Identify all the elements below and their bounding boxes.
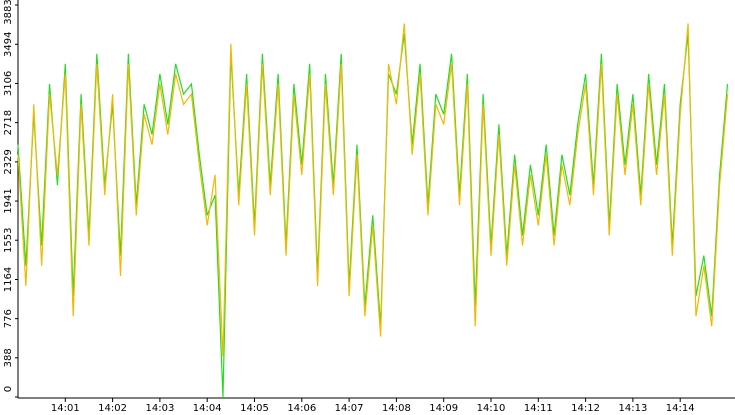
- x-tick-label: 14:06: [287, 403, 316, 414]
- x-tick-label: 14:14: [666, 403, 695, 414]
- x-tick-label: 14:12: [571, 403, 600, 414]
- y-tick-label: 1941: [3, 188, 14, 213]
- y-tick-label: 2329: [3, 149, 14, 174]
- x-tick-label: 14:05: [240, 403, 269, 414]
- y-tick-label: 1164: [3, 267, 14, 292]
- x-tick-label: 14:10: [477, 403, 506, 414]
- x-tick-label: 14:13: [618, 403, 647, 414]
- y-tick-label: 2718: [3, 110, 14, 135]
- x-tick-label: 14:07: [335, 403, 364, 414]
- x-tick-label: 14:02: [98, 403, 127, 414]
- x-tick-label: 14:04: [193, 403, 222, 414]
- x-tick-label: 14:08: [382, 403, 411, 414]
- x-tick-label: 14:03: [145, 403, 174, 414]
- y-tick-label: 0: [3, 386, 14, 392]
- series-line: [17, 23, 729, 357]
- y-tick-label: 1553: [3, 227, 14, 252]
- y-tick-label: 776: [3, 309, 14, 328]
- series-line: [17, 33, 729, 398]
- x-tick-label: 14:01: [51, 403, 80, 414]
- y-tick-label: 3494: [3, 32, 14, 57]
- x-tick-label: 14:11: [524, 403, 553, 414]
- x-tick-label: 14:09: [429, 403, 458, 414]
- y-tick-label: 3106: [3, 71, 14, 96]
- y-tick-label: 3883: [3, 0, 14, 25]
- y-tick-label: 388: [3, 348, 14, 367]
